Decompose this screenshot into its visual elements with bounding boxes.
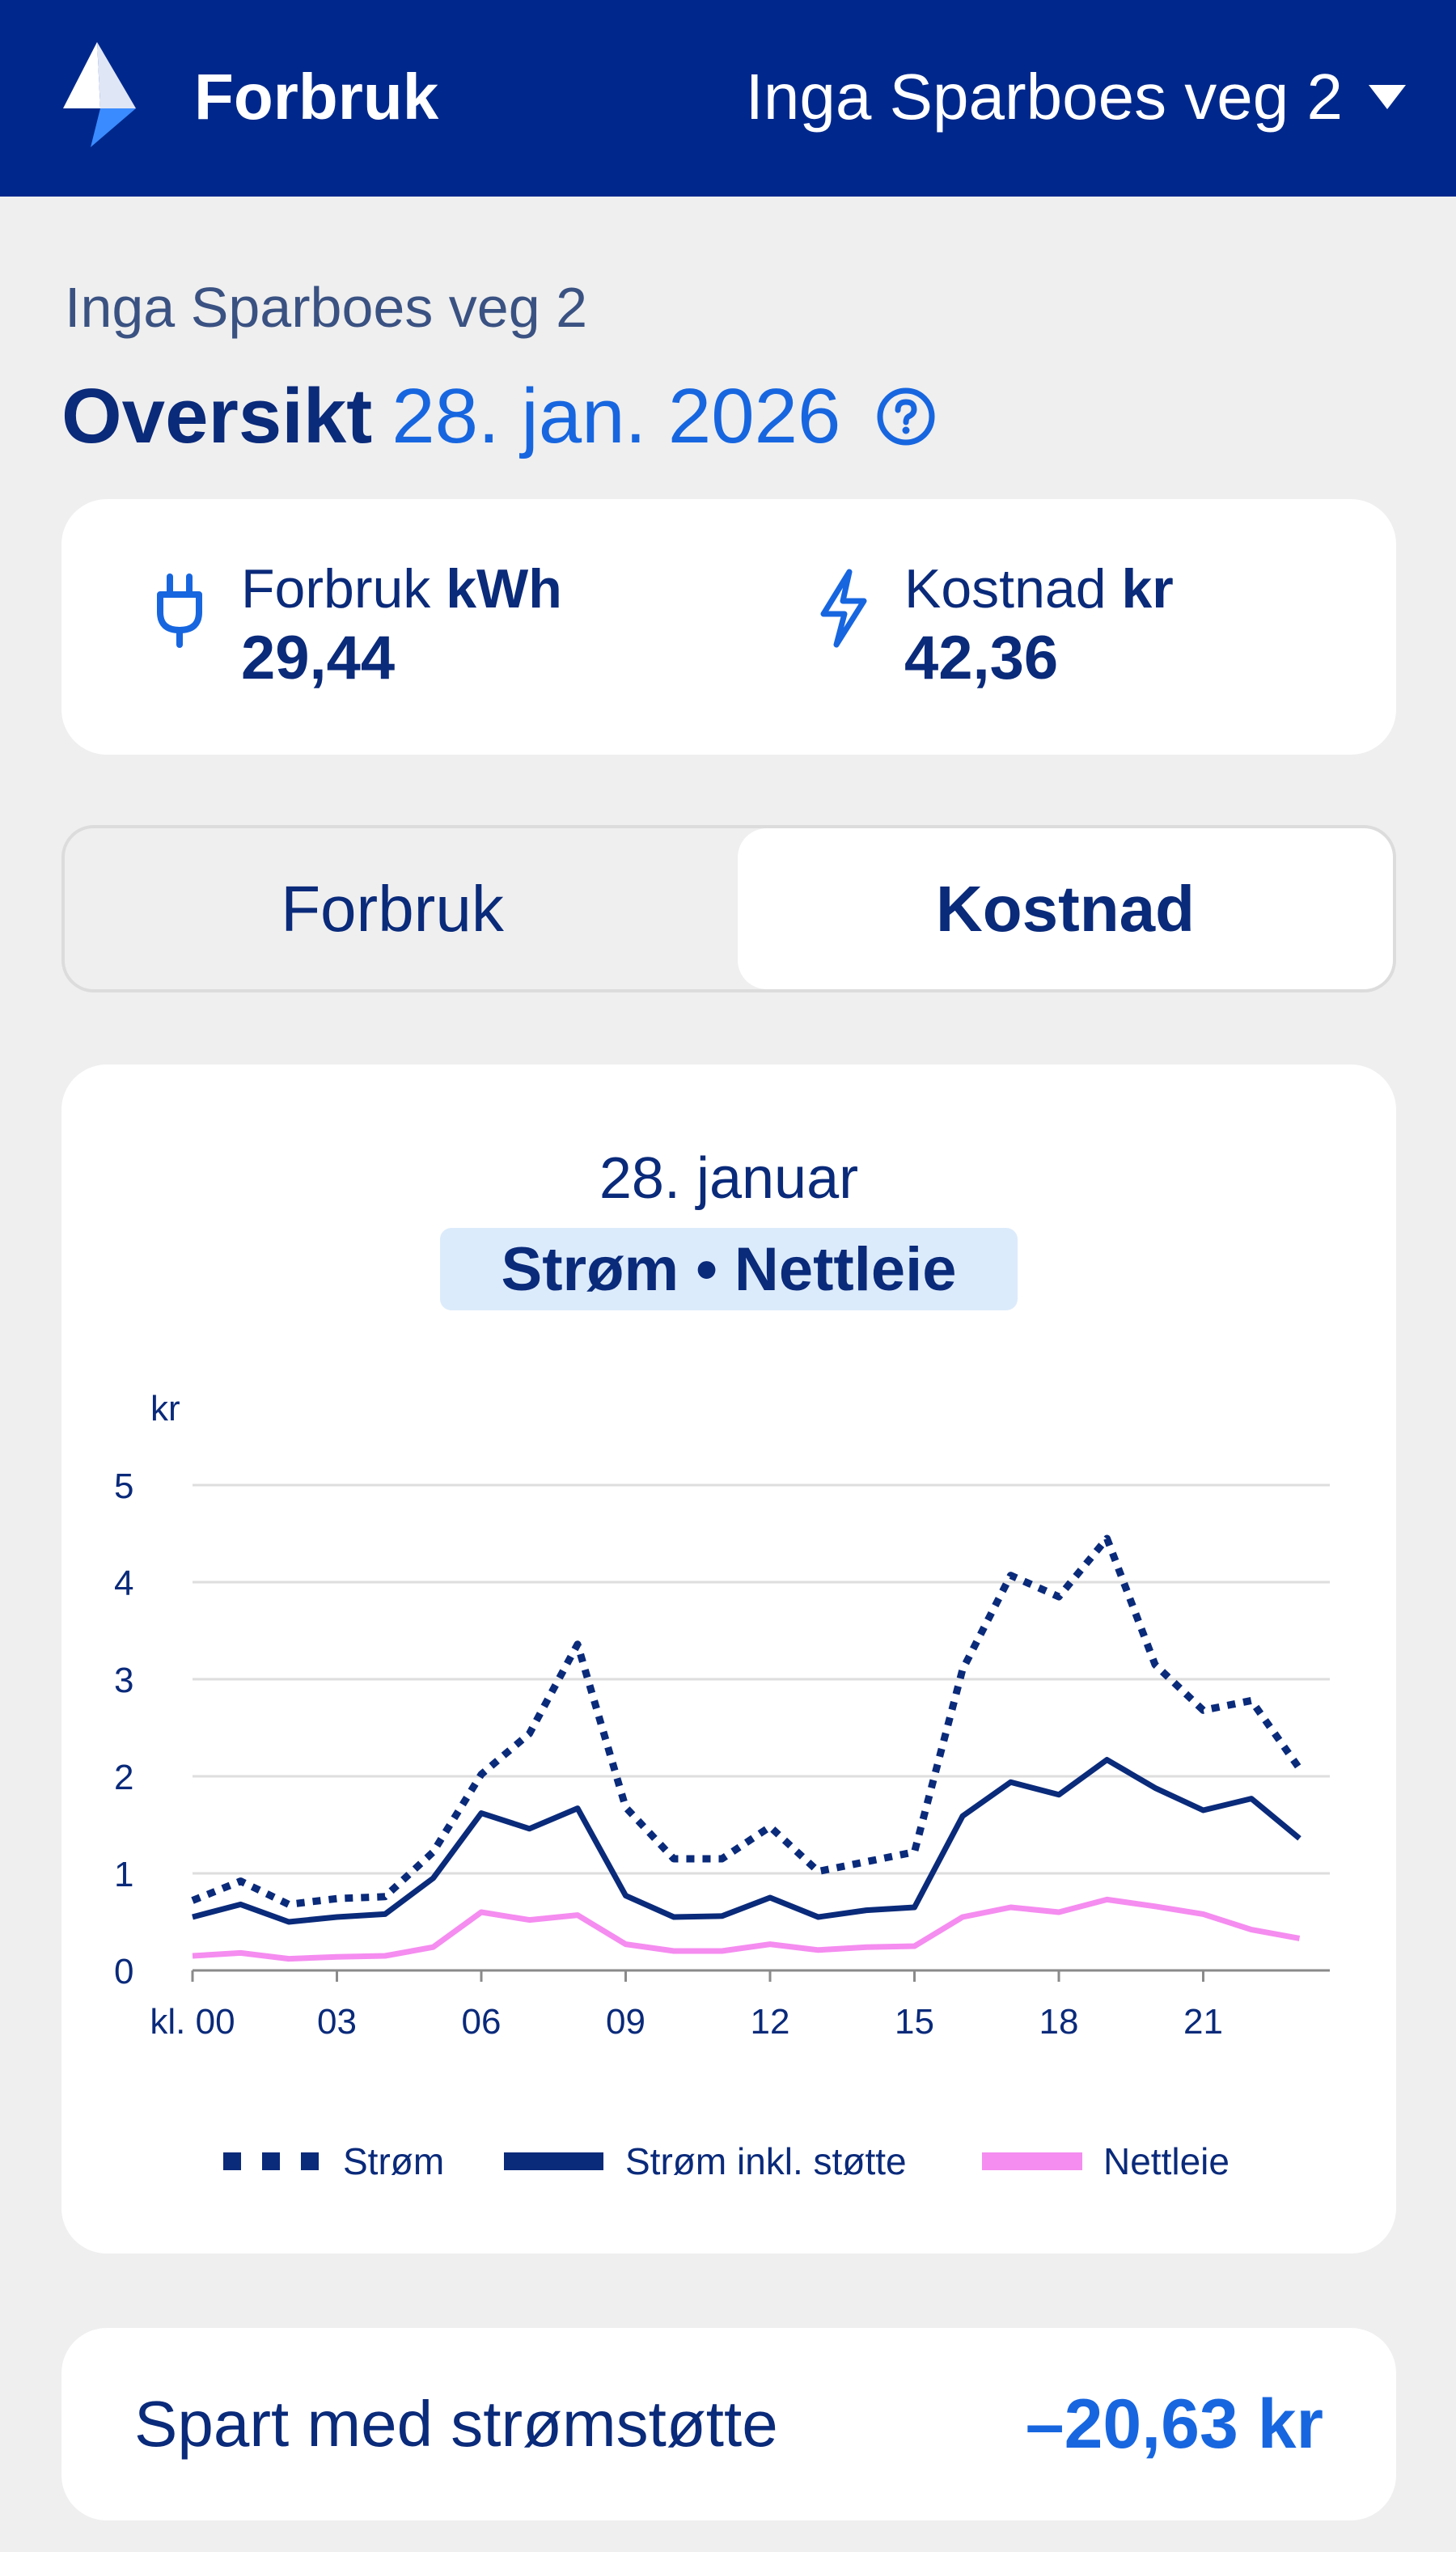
plug-icon [157, 573, 202, 648]
x-tick-label: kl. 00 [150, 2002, 235, 2042]
legend-label-strom: Strøm [343, 2140, 444, 2182]
summary-card: Forbruk kWh 29,44 Kostnad kr 42,36 [61, 499, 1396, 755]
caret-down-icon [1369, 85, 1406, 109]
cost-stat: Kostnad kr 42,36 [814, 556, 1174, 695]
app-header: Forbruk Inga Sparboes veg 2 [0, 0, 1456, 197]
consumption-value: 29,44 [241, 624, 396, 692]
consumption-label: Forbruk kWh [241, 558, 562, 620]
series-line-strom [191, 1534, 1303, 1908]
address-dropdown[interactable]: Inga Sparboes veg 2 [746, 57, 1407, 138]
x-tick-label: 03 [317, 2002, 357, 2042]
x-tick-label: 09 [606, 2002, 645, 2042]
cost-value: 42,36 [904, 624, 1059, 692]
cost-label: Kostnad kr [904, 558, 1174, 620]
y-tick-label: 1 [114, 1855, 133, 1894]
y-tick-label: 4 [114, 1564, 133, 1603]
lightning-icon [820, 569, 867, 648]
savings-card: Spart med strømstøtte –20,63 kr [61, 2328, 1396, 2520]
overview-heading: Oversikt 28. jan. 2026 [61, 372, 936, 461]
toggle-kostnad[interactable]: Kostnad [738, 828, 1393, 989]
series-line-nettleie [192, 1896, 1301, 1962]
savings-label: Spart med strømstøtte [134, 2388, 778, 2460]
y-tick-label: 0 [114, 1952, 133, 1991]
chart-card: 28. januar Strøm • Nettleie kr 0 1 2 3 4 5 kl. … [61, 1064, 1396, 2254]
chart-title: 28. januar [599, 1146, 859, 1211]
legend-label-nettleie: Nettleie [1103, 2140, 1230, 2182]
legend-label-strom-inkl-stotte: Strøm inkl. støtte [625, 2140, 907, 2182]
overview-date[interactable]: 28. jan. 2026 [392, 373, 841, 459]
overview-title: Oversikt [61, 373, 373, 459]
x-tick-label: 18 [1039, 2002, 1079, 2042]
y-tick-label: 3 [114, 1661, 133, 1700]
toggle-forbruk[interactable]: Forbruk [281, 872, 504, 945]
address-dropdown-label: Inga Sparboes veg 2 [745, 61, 1343, 133]
x-tick-label: 06 [462, 2002, 502, 2042]
series-line-strom-inkl-stotte [192, 1757, 1302, 1925]
y-tick-label: 5 [114, 1466, 133, 1506]
savings-value: –20,63 kr [1025, 2385, 1323, 2463]
chart-subtitle-pill[interactable]: Strøm • Nettleie [440, 1228, 1018, 1310]
y-axis-unit-label: kr [150, 1389, 180, 1428]
overview-address: Inga Sparboes veg 2 [65, 276, 588, 339]
view-toggle: Forbruk Kostnad [61, 825, 1396, 992]
x-tick-label: 21 [1183, 2002, 1223, 2042]
consumption-stat: Forbruk kWh 29,44 [150, 556, 562, 695]
lightning-logo-icon [63, 42, 136, 147]
help-icon[interactable] [876, 387, 936, 446]
app-title: Forbruk [194, 61, 439, 133]
x-tick-label: 15 [895, 2002, 934, 2042]
x-tick-label: 12 [751, 2002, 790, 2042]
y-tick-label: 2 [114, 1758, 133, 1797]
